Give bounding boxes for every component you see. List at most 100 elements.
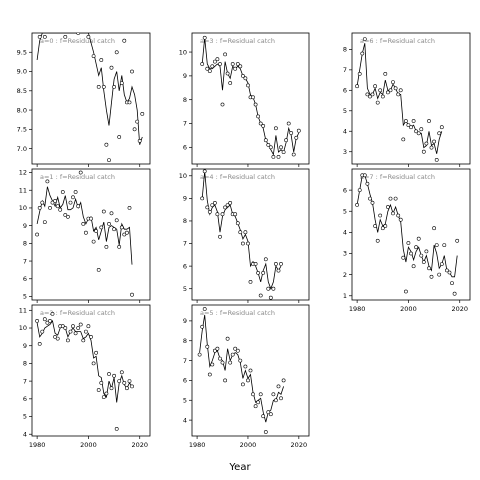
- data-point: [45, 320, 50, 325]
- data-point: [210, 362, 215, 367]
- data-point: [388, 88, 393, 93]
- y-tick-label: 11: [19, 307, 27, 315]
- data-point: [96, 85, 101, 89]
- data-point: [220, 102, 225, 107]
- y-tick-label: 2: [343, 271, 347, 279]
- data-point: [286, 121, 291, 126]
- y-tick-label: 5: [343, 207, 347, 215]
- data-point: [37, 341, 42, 346]
- data-point: [212, 348, 217, 353]
- data-point: [427, 119, 431, 123]
- data-point: [419, 127, 424, 132]
- panel-3: a=3 : f=Residual catch 6 7 8 9 10: [179, 32, 310, 167]
- data-point: [233, 66, 238, 71]
- y-tick-label: 6: [343, 87, 347, 95]
- data-point: [48, 318, 52, 323]
- y-tick-label: 3: [343, 148, 347, 156]
- data-point: [210, 64, 215, 69]
- data-point: [99, 225, 104, 230]
- fit-line: [36, 33, 143, 145]
- data-point: [243, 364, 248, 369]
- data-point: [355, 202, 360, 207]
- data-point: [276, 384, 281, 389]
- data-point: [223, 378, 228, 383]
- data-point: [380, 226, 385, 231]
- data-point: [107, 372, 111, 376]
- data-point: [424, 141, 429, 146]
- y-tick-label: 8: [183, 337, 187, 345]
- data-point: [268, 412, 273, 417]
- data-point: [409, 251, 413, 256]
- data-point: [101, 209, 106, 214]
- data-point: [256, 400, 261, 405]
- x-tick-label: 2020: [131, 441, 148, 449]
- data-point: [383, 224, 388, 228]
- data-point: [71, 195, 75, 200]
- data-point: [279, 145, 283, 150]
- data-point: [55, 336, 60, 341]
- data-point: [240, 382, 245, 387]
- x-axis-label: Year: [228, 462, 251, 473]
- data-point: [398, 88, 403, 93]
- data-point: [383, 72, 388, 76]
- data-point: [424, 249, 429, 254]
- y-tick-label: 5: [343, 107, 347, 115]
- panel-title: a=4 : f=Residual catch: [200, 173, 275, 181]
- data-point: [91, 239, 96, 244]
- data-point: [233, 212, 238, 217]
- data-point: [266, 142, 271, 147]
- data-point: [99, 380, 104, 385]
- data-point: [96, 267, 101, 272]
- data-point: [416, 131, 421, 136]
- fit-line: [36, 319, 133, 403]
- data-point: [268, 295, 273, 300]
- data-point: [205, 66, 210, 71]
- fit-line: [356, 174, 458, 278]
- data-point: [294, 135, 299, 140]
- data-point: [94, 229, 99, 233]
- data-point: [215, 212, 220, 217]
- panel-5: a=5 : f=Residual catch 4 5 6 7 8 9 1980 2000 2020: [183, 304, 310, 449]
- data-point: [230, 352, 235, 357]
- data-point: [200, 196, 205, 201]
- data-point: [246, 378, 250, 383]
- x-tick-label: 2020: [291, 441, 308, 449]
- y-tick-label: 4: [343, 229, 347, 237]
- data-point: [273, 261, 278, 266]
- data-point: [225, 336, 230, 341]
- data-point: [258, 121, 263, 126]
- y-tick-label: 6: [343, 186, 347, 194]
- data-point: [362, 37, 367, 42]
- data-point: [375, 100, 380, 105]
- data-point: [289, 131, 294, 135]
- data-point: [370, 92, 375, 97]
- data-point: [42, 220, 47, 225]
- data-point: [73, 190, 78, 194]
- data-point: [279, 396, 283, 401]
- data-point: [215, 57, 220, 62]
- data-point: [373, 84, 378, 89]
- y-tick-label: 8: [183, 96, 187, 104]
- y-tick-label: 9: [183, 317, 187, 325]
- panel-frame: [31, 304, 151, 437]
- data-point: [130, 69, 134, 74]
- panel-title: a=2 : f=Residual catch: [40, 309, 115, 317]
- data-point: [421, 149, 426, 154]
- data-point: [137, 138, 142, 143]
- data-point: [380, 94, 385, 99]
- data-point: [73, 331, 78, 336]
- data-point: [419, 253, 424, 258]
- panel-frame: [191, 304, 310, 437]
- data-point: [212, 59, 217, 64]
- data-point: [403, 289, 408, 294]
- data-point: [240, 74, 245, 78]
- y-tick-label: 8: [183, 217, 187, 225]
- data-point: [225, 71, 230, 76]
- fit-line: [36, 186, 133, 265]
- panel-frame: [351, 168, 471, 301]
- data-point: [101, 85, 106, 89]
- y-tick-label: 7: [183, 240, 187, 248]
- data-point: [107, 221, 111, 226]
- data-point: [261, 414, 266, 419]
- data-point: [84, 230, 88, 235]
